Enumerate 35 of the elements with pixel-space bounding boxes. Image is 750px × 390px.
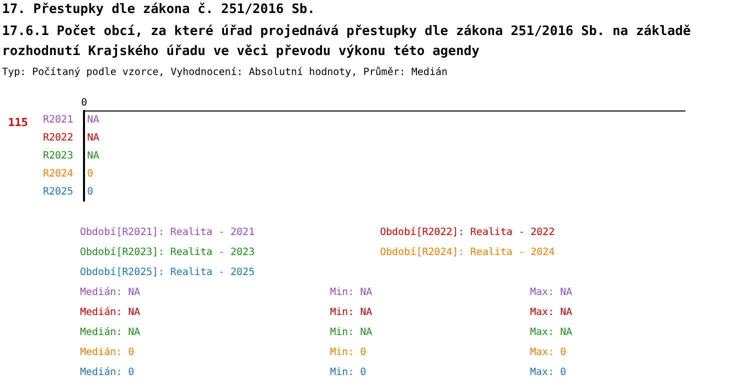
text: 17.6.1 Počet obcí, za které úřad projednává přestupky dle zákona 251/2016 Sb. na základě rozhodnutí Krajského úřadu ve věci převodu výkonu této agendy	[2, 23, 692, 61]
text: Min: 0	[330, 347, 366, 358]
text: Medián: NA	[80, 307, 140, 318]
text: Max: NA	[530, 327, 572, 338]
text: Min: 0	[330, 367, 366, 378]
text: 0	[81, 98, 88, 109]
category-label: R2022	[42, 132, 74, 144]
text: Medián: 0	[80, 347, 134, 358]
category-label: R2025	[42, 186, 74, 198]
text: Medián: 0	[80, 367, 134, 378]
text: Typ: Počítaný podle vzorce, Vyhodnocení: Absolutní hodnoty, Průměr: Medián	[2, 67, 448, 78]
text: 17. Přestupky dle zákona č. 251/2016 Sb.	[2, 2, 316, 17]
data-label: 0	[87, 186, 94, 198]
text: Max: 0	[530, 347, 566, 358]
legend-label: Období[R2025]: Realita - 2025	[80, 267, 255, 278]
data-label: NA	[87, 132, 100, 144]
text: Max: NA	[530, 307, 572, 318]
text: Medián: NA	[80, 327, 140, 338]
legend-label: Období[R2021]: Realita - 2021	[80, 227, 255, 238]
category-label: R2021	[42, 114, 74, 126]
text: Max: NA	[530, 287, 572, 298]
text: Min: NA	[330, 307, 372, 318]
text: Medián: NA	[80, 287, 140, 298]
legend-label: Období[R2022]: Realita - 2022	[380, 227, 555, 238]
legend-label: Období[R2024]: Realita - 2024	[380, 247, 555, 258]
category-label: R2024	[42, 168, 74, 180]
text: Min: NA	[330, 287, 372, 298]
text: Max: 0	[530, 367, 566, 378]
text: Min: NA	[330, 327, 372, 338]
text: 115	[8, 116, 28, 129]
data-label: NA	[87, 150, 100, 162]
category-label: R2023	[42, 150, 74, 162]
data-label: NA	[87, 114, 100, 126]
legend-label: Období[R2023]: Realita - 2023	[80, 247, 255, 258]
data-label: 0	[87, 168, 94, 180]
